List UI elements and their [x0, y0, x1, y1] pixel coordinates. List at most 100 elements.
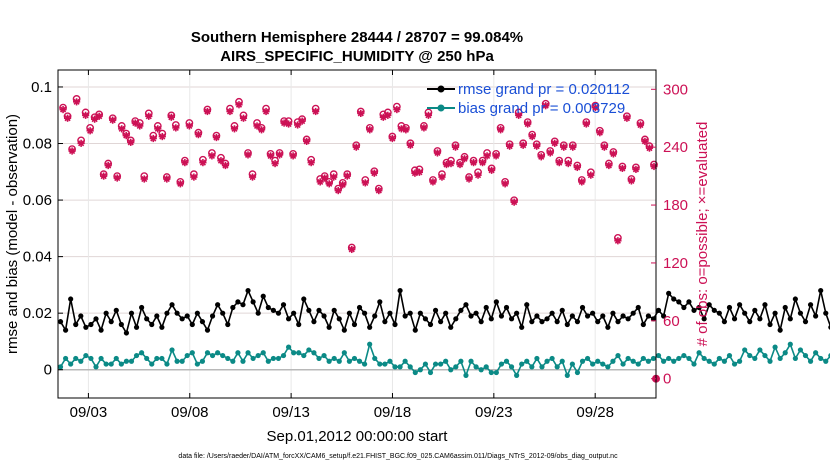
- bias-point: [149, 361, 155, 367]
- rmse-point: [448, 324, 454, 330]
- obs-evaluated-marker: [406, 141, 414, 149]
- bias-point: [701, 355, 707, 362]
- obs-evaluated-marker: [154, 125, 162, 133]
- rmse-point: [524, 302, 530, 308]
- bias-point: [731, 361, 738, 367]
- rmse-point: [382, 319, 388, 325]
- obs-evaluated-marker: [352, 143, 360, 151]
- rmse-point: [564, 321, 570, 328]
- obs-evaluated-marker: [149, 134, 157, 143]
- data-file-footer: data file: /Users/raeder/DAI/ATM_forcXX/…: [178, 453, 618, 460]
- rmse-point: [782, 304, 788, 311]
- obs-evaluated-marker: [609, 150, 617, 158]
- bias-point: [103, 361, 109, 367]
- bias-point: [240, 358, 246, 364]
- bias-point: [650, 355, 657, 362]
- rmse-point: [615, 319, 621, 325]
- rmse-point: [316, 307, 322, 313]
- rmse-point: [458, 307, 464, 313]
- rmse-point: [356, 304, 363, 311]
- rmse-point: [726, 304, 733, 311]
- rmse-point: [813, 313, 819, 319]
- rmse-point: [306, 307, 312, 313]
- rmse-point: [432, 307, 439, 313]
- x-axis-label: Sep.01,2012 00:00:00 start: [267, 428, 449, 445]
- obs-evaluated-marker: [555, 159, 563, 167]
- obs-evaluated-marker: [641, 137, 649, 145]
- rmse-point: [747, 319, 753, 325]
- obs-evaluated-marker: [109, 116, 117, 124]
- rmse-point: [128, 310, 135, 316]
- bias-point: [488, 369, 494, 376]
- legend-rmse-text: rmse grand pr = 0.020112: [458, 81, 630, 98]
- bias-point: [468, 358, 474, 364]
- bias-point: [93, 364, 99, 370]
- rmse-point: [716, 310, 722, 316]
- rmse-point: [650, 316, 657, 322]
- rmse-point: [762, 302, 768, 308]
- obs-evaluated-marker: [451, 143, 460, 151]
- obs-evaluated-marker: [122, 132, 130, 140]
- legend-bias-marker: [437, 104, 445, 112]
- rmse-point: [204, 327, 211, 333]
- rmse-point: [387, 310, 393, 316]
- rmse-point: [159, 324, 165, 330]
- x-tick-label: 09/28: [576, 404, 614, 421]
- bias-point: [681, 352, 687, 359]
- rmse-point: [209, 313, 216, 319]
- obs-evaluated-marker: [605, 161, 613, 170]
- bias-point: [574, 369, 581, 376]
- obs-evaluated-marker: [596, 129, 604, 137]
- rmse-point: [473, 310, 479, 316]
- obs-evaluated-marker: [591, 104, 599, 112]
- bias-point: [813, 350, 819, 356]
- x-tick-label: 09/08: [171, 404, 209, 421]
- bias-point: [463, 372, 469, 378]
- rmse-point: [823, 310, 829, 316]
- bias-point: [579, 358, 586, 364]
- x-tick-label: 09/03: [70, 404, 108, 421]
- obs-evaluated-marker: [393, 105, 401, 114]
- rmse-point: [392, 321, 398, 328]
- rmse-point: [118, 321, 124, 328]
- rmse-point: [164, 310, 170, 316]
- left-tick-label: 0: [44, 362, 52, 379]
- bias-point: [737, 358, 743, 364]
- legend-rmse-marker: [437, 85, 445, 93]
- obs-evaluated-marker: [298, 117, 306, 125]
- rmse-point: [235, 299, 241, 305]
- obs-evaluated-marker: [600, 143, 608, 151]
- obs-evaluated-marker: [564, 159, 572, 168]
- obs-evaluated-marker: [645, 144, 654, 152]
- obs-evaluated-marker: [325, 180, 333, 188]
- bias-point: [78, 358, 84, 364]
- bias-point: [356, 358, 363, 364]
- right-axis-ticks: 0 60 120 180 240 300: [651, 81, 688, 388]
- left-axis-label: rmse and bias (model - observation): [4, 114, 21, 354]
- bias-point: [711, 361, 717, 367]
- obs-evaluated-marker: [370, 169, 378, 177]
- bias-point: [762, 352, 768, 359]
- bias-point: [215, 350, 221, 356]
- rmse-point: [686, 299, 692, 305]
- bias-point: [245, 350, 251, 356]
- rmse-point: [362, 310, 368, 316]
- bias-point: [503, 358, 510, 364]
- bias-point: [220, 352, 226, 359]
- bias-point: [412, 369, 418, 376]
- bias-point: [554, 364, 560, 370]
- bias-point: [721, 358, 728, 364]
- obs-evaluated-marker: [244, 151, 252, 159]
- bias-point: [311, 350, 317, 356]
- obs-evaluated-marker: [510, 198, 518, 206]
- bias-point: [524, 358, 530, 364]
- left-tick-label: 0.02: [23, 305, 52, 322]
- rmse-point: [194, 310, 200, 316]
- obs-evaluated-marker: [86, 127, 94, 135]
- obs-evaluated-marker: [91, 115, 99, 123]
- rmse-point: [701, 316, 707, 322]
- bias-point: [802, 352, 809, 359]
- bias-point: [747, 352, 753, 359]
- rmse-point: [225, 321, 231, 328]
